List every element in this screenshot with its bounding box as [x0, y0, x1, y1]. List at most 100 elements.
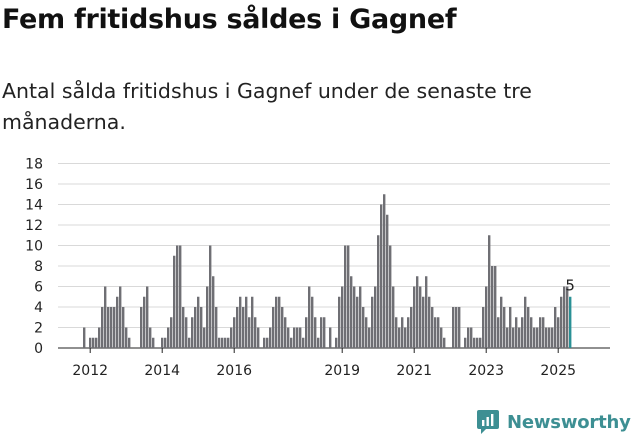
bar	[431, 307, 434, 348]
bar	[107, 307, 110, 348]
bar	[368, 327, 371, 348]
bar	[509, 307, 512, 348]
bar	[95, 337, 98, 348]
bar	[89, 337, 92, 348]
bar	[419, 286, 422, 348]
bar	[407, 317, 410, 348]
y-tick-label: 4	[34, 300, 43, 316]
bar-chart-logo-icon	[477, 410, 499, 434]
bar	[266, 337, 269, 348]
annotations: 5	[565, 277, 575, 295]
bar	[308, 286, 311, 348]
bar	[329, 327, 332, 348]
bar	[176, 245, 179, 348]
bar	[185, 317, 188, 348]
bar	[302, 337, 305, 348]
bar	[275, 296, 278, 348]
x-tick-label: 2016	[216, 363, 252, 379]
y-tick-label: 6	[34, 280, 43, 296]
bar	[320, 317, 323, 348]
bar	[161, 337, 164, 348]
bar	[203, 327, 206, 348]
bar	[269, 327, 272, 348]
bar	[539, 317, 542, 348]
x-axis-ticks: 2012 2014 2016 2019 2021 2023 2025	[72, 348, 576, 379]
bar	[317, 337, 320, 348]
bar	[122, 307, 125, 348]
bar	[347, 245, 350, 348]
bar	[164, 337, 167, 348]
bar	[290, 337, 293, 348]
bar	[215, 307, 218, 348]
bar	[467, 327, 470, 348]
bar	[377, 235, 380, 348]
bar	[197, 296, 200, 348]
x-tick-label: 2025	[540, 363, 576, 379]
x-tick-label: 2023	[468, 363, 504, 379]
bar	[254, 317, 257, 348]
x-tick-label: 2014	[144, 363, 180, 379]
bar	[566, 286, 569, 348]
bar	[497, 317, 500, 348]
bar	[170, 317, 173, 348]
bar	[386, 214, 389, 348]
bar	[182, 307, 185, 348]
bar	[209, 245, 212, 348]
bar	[452, 307, 455, 348]
bar	[515, 317, 518, 348]
bar	[245, 296, 248, 348]
bar	[524, 296, 527, 348]
bar	[371, 296, 374, 348]
bar	[173, 255, 176, 348]
bar	[218, 337, 221, 348]
bar	[482, 307, 485, 348]
y-tick-label: 16	[25, 177, 43, 193]
bar	[188, 337, 191, 348]
bar	[563, 286, 566, 348]
bar	[239, 296, 242, 348]
bar	[200, 307, 203, 348]
bar	[344, 245, 347, 348]
bar	[257, 327, 260, 348]
bar	[167, 327, 170, 348]
bar	[128, 337, 131, 348]
bar	[488, 235, 491, 348]
bar	[104, 286, 107, 348]
bar	[251, 296, 254, 348]
bar	[401, 317, 404, 348]
bar	[380, 204, 383, 348]
bar	[98, 327, 101, 348]
bar	[236, 307, 239, 348]
bar	[425, 276, 428, 348]
bar	[242, 307, 245, 348]
bar	[263, 337, 266, 348]
bar	[521, 317, 524, 348]
y-tick-label: 0	[34, 341, 43, 357]
bar	[83, 327, 86, 348]
bar	[92, 337, 95, 348]
bar	[503, 307, 506, 348]
y-tick-label: 8	[34, 259, 43, 275]
bar	[458, 307, 461, 348]
bar-latest	[569, 296, 572, 348]
bar	[113, 307, 116, 348]
bar	[284, 317, 287, 348]
bar	[476, 337, 479, 348]
newsworthy-logo: Newsworthy	[476, 408, 631, 436]
bar	[338, 296, 341, 348]
bar	[557, 317, 560, 348]
bar	[485, 286, 488, 348]
bar	[233, 317, 236, 348]
bar	[548, 327, 551, 348]
bar	[398, 327, 401, 348]
bar	[287, 327, 290, 348]
bar	[356, 296, 359, 348]
bar	[272, 307, 275, 348]
bar	[230, 327, 233, 348]
bar	[494, 266, 497, 348]
bar-chart: 0 2 4 6 8 10 12 14 16 18 2012 2014 2016 2019 2021 2023…	[25, 157, 610, 379]
bar	[395, 317, 398, 348]
bar	[221, 337, 224, 348]
bar	[212, 276, 215, 348]
bar	[413, 286, 416, 348]
